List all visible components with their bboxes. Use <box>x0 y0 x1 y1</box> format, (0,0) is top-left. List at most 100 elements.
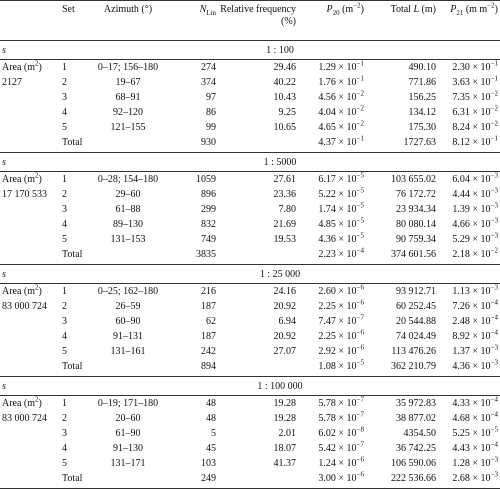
data-cell: 187 <box>170 329 218 344</box>
cell-text: 97 <box>206 92 216 103</box>
cell-text: 91–131 <box>113 331 143 342</box>
data-row: 4 91–130 45 18.07 5.42 × 10−7 36 742.25 4.43 ×… <box>0 441 500 456</box>
cell-text: 10.65 <box>273 122 297 133</box>
sci-exp: −6 <box>356 470 364 479</box>
scale-cell: 1 : 5000 <box>60 152 500 172</box>
data-cell: 2.60 × 10−6 <box>298 284 366 300</box>
data-cell: 27.07 <box>218 344 298 359</box>
sci-base: 7.35 × 10 <box>452 92 491 103</box>
data-cell: 6.94 <box>218 314 298 329</box>
total-n: 930 <box>170 135 218 153</box>
data-cell: 5.42 × 10−7 <box>298 441 366 456</box>
area-value: 2127 <box>2 77 22 88</box>
data-cell: 0–25; 162–180 <box>86 284 170 300</box>
cell-text: 175.30 <box>408 122 437 133</box>
data-cell: 2 <box>60 411 86 426</box>
header-cell: P20 (m−2) <box>298 0 366 41</box>
area-cell: 17 170 533 <box>0 187 60 202</box>
cell-text: 216 <box>201 286 216 297</box>
section-symbol: s <box>2 156 6 168</box>
cell-text: 299 <box>201 204 216 215</box>
area-cell <box>0 456 60 471</box>
cell-text: 3 <box>62 92 67 103</box>
text-part: ) <box>38 286 42 297</box>
text-part: 2 <box>35 283 39 292</box>
data-cell: 4.85 × 10−5 <box>298 217 366 232</box>
cell-text: 187 <box>201 331 216 342</box>
cell-text: 60 252.45 <box>396 301 436 312</box>
data-cell: 156.25 <box>366 90 438 105</box>
cell-text: 74 024.49 <box>396 331 436 342</box>
data-cell: 5.29 × 10−3 <box>438 232 500 247</box>
sci-base: 5.42 × 10 <box>318 443 357 454</box>
cell-text: 1 <box>62 62 67 73</box>
cell-text: 86 <box>206 107 216 118</box>
cell-text: 23 934.34 <box>396 204 436 215</box>
sci-exp: −5 <box>356 201 364 210</box>
header-cell: Set <box>60 0 86 41</box>
cell-text: 19–67 <box>115 77 141 88</box>
data-cell: 48 <box>170 411 218 426</box>
sci-base: 4.33 × 10 <box>452 398 491 409</box>
sci-base: 6.04 × 10 <box>452 174 491 185</box>
total-p20: 3.00 × 10−6 <box>298 471 366 489</box>
blank-cell <box>86 247 170 265</box>
cell-text: 19.28 <box>273 413 297 424</box>
area-cell <box>0 120 60 135</box>
scale-cell: 1 : 25 000 <box>60 264 500 284</box>
cell-text: 222 536.66 <box>391 473 436 484</box>
sci-exp: −4 <box>490 298 498 307</box>
cell-text: 41.37 <box>273 458 297 469</box>
blank-cell <box>218 135 298 153</box>
sci-exp: −2 <box>356 119 364 128</box>
total-row: Total 249 3.00 × 10−6 222 536.66 2.68 × 10−3 <box>0 471 500 489</box>
sci-base: 4.56 × 10 <box>318 92 357 103</box>
sci-base: 5.22 × 10 <box>318 189 357 200</box>
sci-base: 2.60 × 10 <box>318 286 357 297</box>
data-cell: 74 024.49 <box>366 329 438 344</box>
text-part: 2 <box>35 395 39 404</box>
data-cell: 4 <box>60 105 86 120</box>
sci-base: 3.63 × 10 <box>452 77 491 88</box>
sci-exp: −3 <box>490 455 498 464</box>
text-part: Area (m <box>2 286 36 297</box>
data-cell: 4.43 × 10−4 <box>438 441 500 456</box>
data-cell: 91–131 <box>86 329 170 344</box>
text-part: ) <box>38 62 42 73</box>
cell-text: 20.92 <box>273 331 297 342</box>
data-cell: 5 <box>60 456 86 471</box>
data-cell: 20–60 <box>86 411 170 426</box>
text-part: ) <box>494 4 498 15</box>
sci-exp: −3 <box>490 201 498 210</box>
data-cell: 45 <box>170 441 218 456</box>
data-cell: 8.24 × 10−2 <box>438 120 500 135</box>
sci-base: 5.78 × 10 <box>318 413 357 424</box>
cell-text: 27.61 <box>273 174 297 185</box>
total-p21: 4.36 × 10−3 <box>438 359 500 377</box>
data-cell: 832 <box>170 217 218 232</box>
area-cell <box>0 217 60 232</box>
data-cell: 113 476.26 <box>366 344 438 359</box>
sci-exp: −5 <box>356 358 364 367</box>
header-cell: Relative frequency (%) <box>218 0 298 41</box>
cell-text: 24.16 <box>273 286 297 297</box>
sci-base: 2.18 × 10 <box>452 249 491 260</box>
text-part: (m) <box>419 4 436 15</box>
data-cell: 29–60 <box>86 187 170 202</box>
total-label: Total <box>60 247 86 265</box>
cell-text: 374 601.56 <box>391 249 436 260</box>
data-cell: 86 <box>170 105 218 120</box>
total-length: 1727.63 <box>366 135 438 153</box>
total-length: 362 210.79 <box>366 359 438 377</box>
data-cell: 5.78 × 10−7 <box>298 411 366 426</box>
sci-base: 2.92 × 10 <box>318 346 357 357</box>
total-p20: 4.37 × 10−1 <box>298 135 366 153</box>
data-cell: 4.36 × 10−5 <box>298 232 366 247</box>
sci-base: 1.29 × 10 <box>318 62 357 73</box>
blank-cell <box>218 471 298 489</box>
header-cell: Azimuth (°) <box>86 0 170 41</box>
section-label: s <box>0 264 60 284</box>
blank-cell <box>86 359 170 377</box>
cell-text: 5 <box>62 346 67 357</box>
